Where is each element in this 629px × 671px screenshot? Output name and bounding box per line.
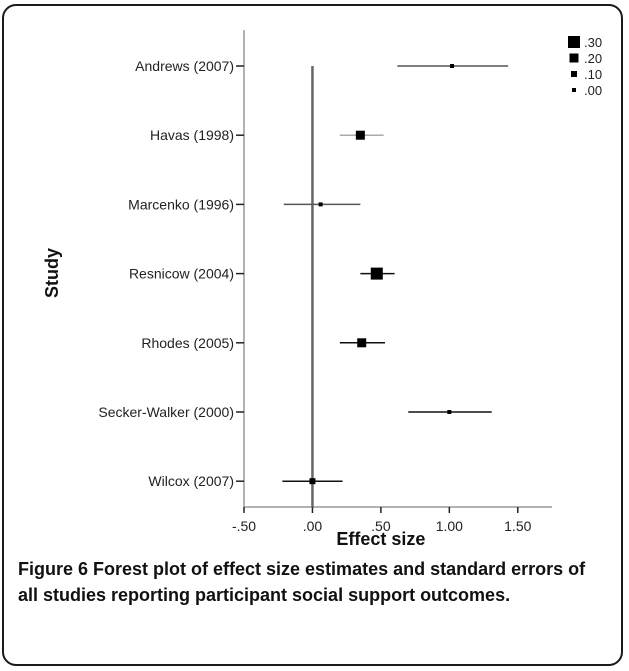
effect-marker bbox=[370, 267, 383, 280]
figure-caption: Figure 6 Forest plot of effect size esti… bbox=[18, 556, 608, 608]
forest-plot: -.50 .00 .50 1.00 1.50 Andrews (2007) Havas (1… bbox=[42, 30, 602, 549]
x-tick-label: 1.00 bbox=[436, 518, 463, 534]
legend-marker bbox=[571, 71, 577, 77]
effect-marker bbox=[447, 410, 452, 414]
x-tick-label: .00 bbox=[303, 518, 323, 534]
study-label: Rhodes (2005) bbox=[141, 335, 234, 351]
legend-marker bbox=[572, 88, 576, 92]
x-tick-label: .50 bbox=[371, 518, 391, 534]
legend-label: .20 bbox=[584, 51, 602, 66]
x-axis-title: Effect size bbox=[336, 529, 425, 549]
figure-caption-text: Forest plot of effect size estimates and… bbox=[18, 559, 586, 605]
effect-marker bbox=[355, 130, 365, 140]
legend-marker bbox=[569, 53, 579, 63]
effect-marker bbox=[450, 64, 455, 68]
legend-marker bbox=[568, 36, 580, 48]
study-label: Marcenko (1996) bbox=[128, 196, 234, 212]
study-label: Andrews (2007) bbox=[135, 58, 234, 74]
legend-label: .00 bbox=[584, 83, 602, 98]
study-label: Wilcox (2007) bbox=[148, 473, 234, 489]
study-label: Havas (1998) bbox=[150, 127, 234, 143]
legend-label: .30 bbox=[584, 35, 602, 50]
effect-marker bbox=[309, 478, 316, 485]
effect-marker bbox=[318, 202, 323, 207]
x-tick-label: -.50 bbox=[232, 518, 256, 534]
legend-label: .10 bbox=[584, 67, 602, 82]
effect-marker bbox=[357, 338, 367, 348]
study-label: Resnicow (2004) bbox=[129, 266, 234, 282]
y-axis-title: Study bbox=[42, 248, 62, 298]
figure-label: Figure 6 bbox=[18, 559, 89, 579]
x-tick-label: 1.50 bbox=[504, 518, 531, 534]
study-label: Secker-Walker (2000) bbox=[98, 404, 234, 420]
